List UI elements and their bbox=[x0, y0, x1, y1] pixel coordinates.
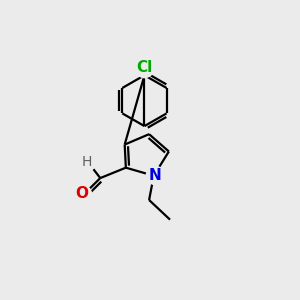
Text: O: O bbox=[76, 186, 88, 201]
Text: Cl: Cl bbox=[136, 60, 153, 75]
Text: H: H bbox=[82, 155, 92, 170]
Text: N: N bbox=[148, 168, 161, 183]
